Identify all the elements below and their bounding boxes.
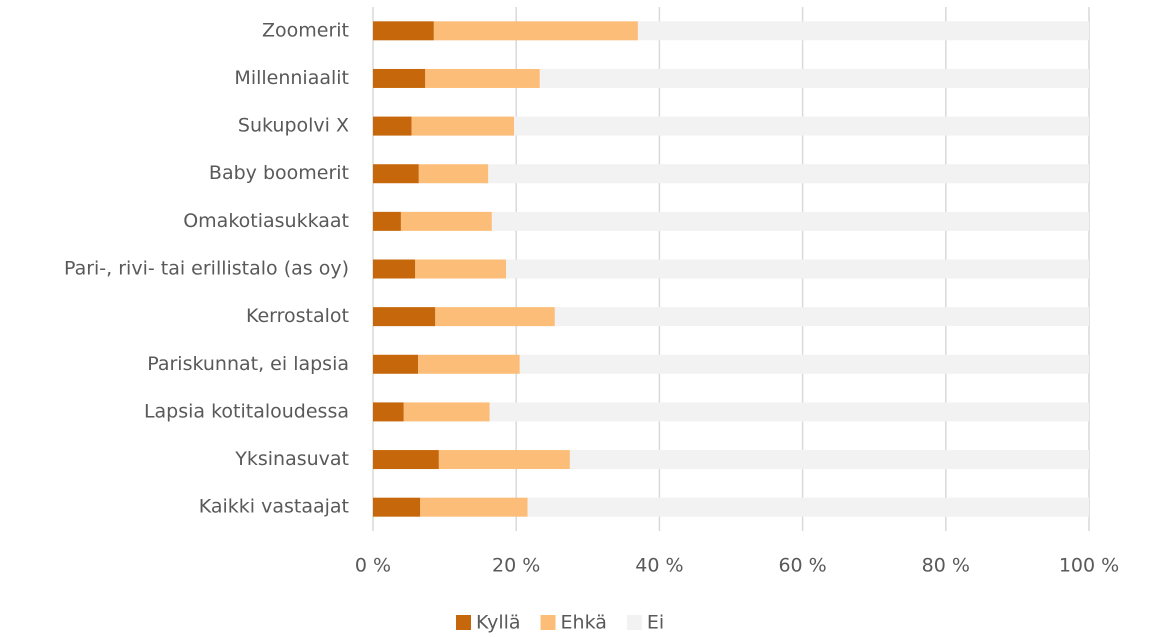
bar-segment bbox=[415, 259, 507, 279]
legend-label: Ei bbox=[647, 612, 664, 634]
bar-segment bbox=[438, 450, 570, 470]
bar-segment bbox=[506, 259, 1089, 279]
y-tick-label: Lapsia kotitaloudessa bbox=[144, 400, 349, 422]
bar-segment bbox=[425, 68, 540, 88]
y-tick-label: Zoomerit bbox=[262, 19, 349, 41]
x-tick-label: 60 % bbox=[778, 555, 826, 577]
bar-segment bbox=[373, 307, 436, 327]
bar-segment bbox=[373, 164, 419, 184]
bar-segment bbox=[554, 307, 1089, 327]
bar-segment bbox=[491, 211, 1090, 231]
x-tick-label: 80 % bbox=[922, 555, 970, 577]
bar-segment bbox=[514, 116, 1089, 136]
y-tick-label: Pariskunnat, ei lapsia bbox=[147, 353, 349, 375]
legend-swatch bbox=[626, 615, 642, 630]
y-tick-label: Pari-, rivi- tai erillistalo (as oy) bbox=[64, 258, 349, 280]
bar-segment bbox=[435, 307, 555, 327]
y-tick-label: Baby boomerit bbox=[209, 162, 349, 184]
y-tick-label: Kaikki vastaajat bbox=[199, 496, 349, 518]
bar-segment bbox=[373, 68, 426, 88]
bar-segment bbox=[373, 21, 434, 41]
bar-segment bbox=[373, 259, 416, 279]
legend-label: Kyllä bbox=[476, 612, 521, 634]
bar-segment bbox=[569, 450, 1089, 470]
bar-segment bbox=[373, 450, 439, 470]
y-tick-label: Millenniaalit bbox=[234, 67, 349, 89]
bar-segment bbox=[489, 402, 1089, 422]
bar-segment bbox=[373, 497, 421, 517]
bar-segment bbox=[373, 354, 419, 374]
bar-segment bbox=[373, 402, 404, 422]
legend-swatch bbox=[456, 615, 471, 630]
x-tick-label: 20 % bbox=[492, 555, 540, 577]
bar-segment bbox=[403, 402, 490, 422]
bar-segment bbox=[433, 21, 638, 41]
y-tick-label: Kerrostalot bbox=[246, 305, 349, 327]
x-tick-label: 100 % bbox=[1059, 555, 1119, 577]
bar-segment bbox=[411, 116, 515, 136]
bar-segment bbox=[637, 21, 1089, 41]
bar-segment bbox=[527, 497, 1089, 517]
y-tick-label: Omakotiasukkaat bbox=[183, 210, 349, 232]
bar-segment bbox=[373, 211, 401, 231]
x-tick-label: 40 % bbox=[635, 555, 683, 577]
bar-segment bbox=[418, 164, 489, 184]
bar-segment bbox=[418, 354, 520, 374]
bar-segment bbox=[420, 497, 528, 517]
legend-swatch bbox=[540, 615, 556, 630]
bar-segment bbox=[519, 354, 1089, 374]
bar-segment bbox=[400, 211, 492, 231]
bar-segment bbox=[373, 116, 412, 136]
bar-segment bbox=[539, 68, 1089, 88]
legend-label: Ehkä bbox=[561, 612, 607, 634]
y-tick-label: Sukupolvi X bbox=[238, 115, 349, 137]
bar-segment bbox=[488, 164, 1089, 184]
x-tick-label: 0 % bbox=[355, 555, 391, 577]
y-tick-label: Yksinasuvat bbox=[234, 448, 349, 470]
